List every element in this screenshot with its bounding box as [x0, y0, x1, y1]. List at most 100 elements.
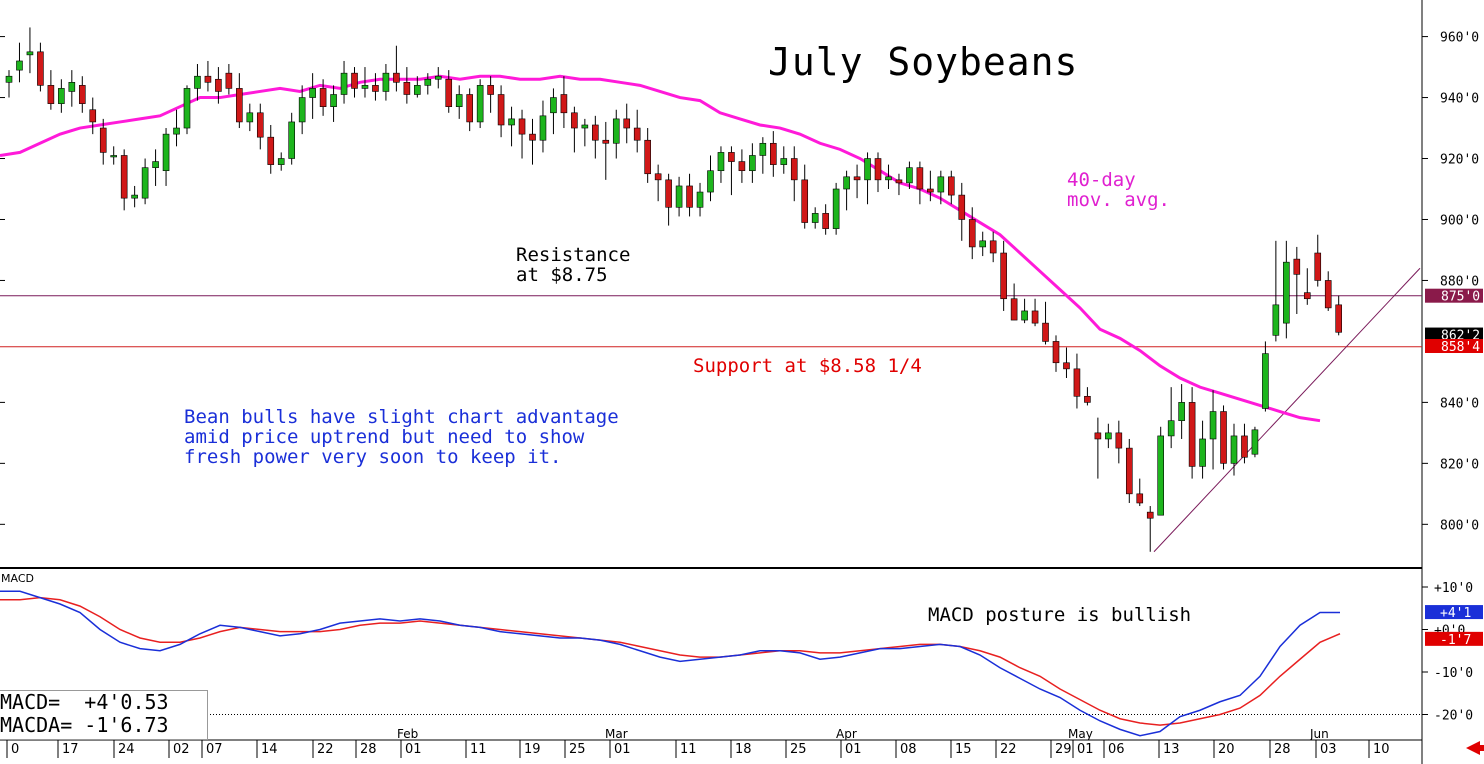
macd-marker-box: [1425, 631, 1483, 646]
candle-body: [592, 124, 599, 141]
candle-body: [267, 136, 275, 165]
candle-body: [1125, 447, 1133, 495]
candle-body: [749, 155, 756, 172]
day-tick-label: 18: [735, 742, 752, 757]
candle-body: [947, 176, 955, 196]
candle-body: [822, 213, 829, 229]
candle-body: [1073, 368, 1081, 397]
candle-body: [414, 85, 421, 95]
candle: [434, 67, 442, 89]
candle-body: [58, 88, 65, 104]
macda-value: MACDA= -1'6.73: [0, 713, 169, 737]
candle-body: [110, 155, 117, 158]
chart-title: July Soybeans: [768, 40, 1079, 84]
candle: [110, 146, 117, 165]
candle: [1042, 301, 1049, 345]
candle: [1293, 246, 1301, 314]
day-tick-label: 20: [1218, 742, 1235, 757]
candle: [1241, 423, 1248, 464]
day-tick-label: 07: [206, 742, 223, 757]
price-tick-label: 900'0: [1440, 213, 1479, 228]
candle-body: [696, 191, 704, 208]
price-tick-label: 840'0: [1440, 396, 1479, 411]
chart-frame: [0, 0, 1423, 764]
candle: [581, 118, 589, 147]
day-tick-label: 11: [680, 742, 697, 757]
candle: [5, 70, 13, 98]
candle: [696, 182, 704, 217]
support-annotation: Support at $8.58 1/4: [693, 355, 922, 377]
candle-body: [277, 158, 285, 165]
candle: [382, 64, 390, 101]
day-tick-label: 13: [1163, 742, 1180, 757]
candle-body: [1178, 402, 1185, 421]
candle-body: [623, 118, 631, 129]
candle-body: [1052, 341, 1060, 364]
candle-body: [1230, 435, 1238, 464]
candle-body: [1167, 420, 1175, 437]
candle: [414, 76, 421, 98]
candle: [1094, 417, 1102, 479]
candle: [1230, 423, 1238, 476]
candle: [529, 118, 536, 165]
candle: [853, 164, 861, 199]
candle: [780, 146, 788, 174]
candle-body: [1314, 252, 1322, 281]
candle: [1021, 298, 1028, 324]
candle: [194, 64, 201, 101]
candle: [288, 112, 295, 165]
candle: [989, 231, 997, 263]
candle-body: [16, 60, 23, 71]
candle-body: [1031, 310, 1039, 324]
candle: [1262, 341, 1269, 412]
candle-body: [5, 75, 13, 83]
candle: [330, 85, 337, 122]
day-tick-label: 14: [261, 742, 278, 757]
candle: [790, 146, 798, 202]
candle: [131, 185, 138, 208]
moving-average-line: [0, 74, 1321, 423]
price-tick-label: 940'0: [1440, 92, 1479, 107]
resistance-annotation: Resistance at $8.75: [516, 244, 631, 286]
price-tick-label: 920'0: [1440, 153, 1479, 168]
day-tick-label: 01: [614, 742, 631, 757]
day-tick-label: 25: [790, 742, 807, 757]
price-marker-label: 875'0: [1441, 290, 1480, 305]
candle-body: [979, 240, 987, 248]
candle: [319, 79, 327, 116]
candle-body: [1199, 438, 1206, 467]
candle: [1272, 240, 1280, 342]
candle: [89, 97, 97, 135]
day-tick-label: 17: [62, 742, 79, 757]
candle: [267, 124, 275, 174]
candle-body: [434, 75, 442, 80]
moving-average-annotation: 40-day mov. avg.: [1067, 169, 1170, 211]
candle: [1283, 240, 1290, 339]
candle-body: [141, 167, 149, 199]
candle-body: [717, 152, 725, 172]
day-tick-label: 25: [569, 742, 586, 757]
candle: [141, 158, 149, 205]
candle: [654, 164, 662, 202]
candle-body: [906, 167, 913, 184]
candle: [644, 128, 651, 183]
candle-body: [738, 161, 746, 172]
candle: [686, 173, 693, 217]
candle: [1335, 295, 1342, 336]
price-axis: 960'0 940'0 920'0 900'0 880'0 840'0 820'0 800'0: [0, 31, 1479, 533]
candle: [26, 27, 34, 74]
candle: [487, 76, 494, 113]
candle: [1251, 426, 1259, 458]
candle-body: [895, 179, 903, 184]
candle: [1220, 405, 1227, 470]
macd-line: [0, 590, 1340, 737]
macd-signal-line: [0, 596, 1341, 726]
candle: [707, 155, 714, 202]
candle-body: [152, 161, 159, 168]
candle-body: [832, 188, 840, 229]
candle: [204, 60, 212, 92]
candle-body: [581, 124, 589, 129]
candle-body: [487, 85, 494, 95]
macd-marker-label: -1'7: [1440, 633, 1471, 648]
scroll-left-arrow-icon[interactable]: [1466, 741, 1484, 755]
